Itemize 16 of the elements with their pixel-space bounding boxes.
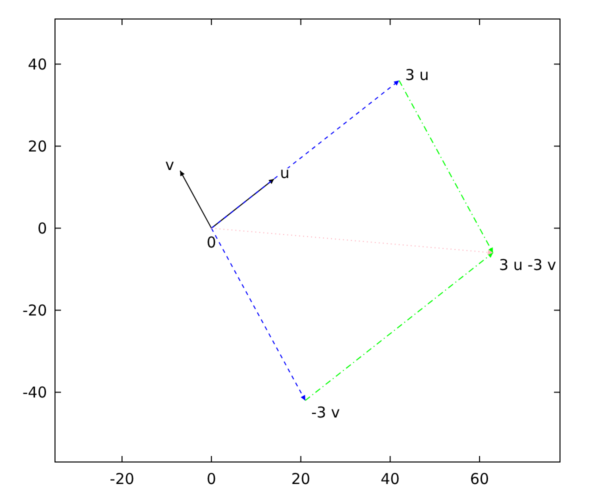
- annotation: v: [165, 156, 174, 174]
- y-tick-label: -40: [22, 384, 47, 402]
- y-tick-label: -20: [22, 301, 47, 320]
- y-tick-label: 40: [28, 55, 47, 74]
- x-tick-label: 40: [380, 470, 400, 488]
- annotation: 3 u -3 v: [498, 256, 556, 274]
- annotation: -3 v: [311, 404, 340, 422]
- x-tick-label: 20: [291, 470, 310, 488]
- annotation: 0: [206, 233, 216, 252]
- y-tick-label: 20: [28, 137, 47, 156]
- annotation: 3 u: [405, 66, 429, 84]
- y-tick-label: 0: [37, 219, 47, 238]
- annotation: u: [280, 164, 290, 182]
- x-tick-label: -20: [110, 470, 134, 488]
- x-tick-label: 0: [206, 470, 216, 488]
- x-tick-label: 60: [470, 470, 490, 488]
